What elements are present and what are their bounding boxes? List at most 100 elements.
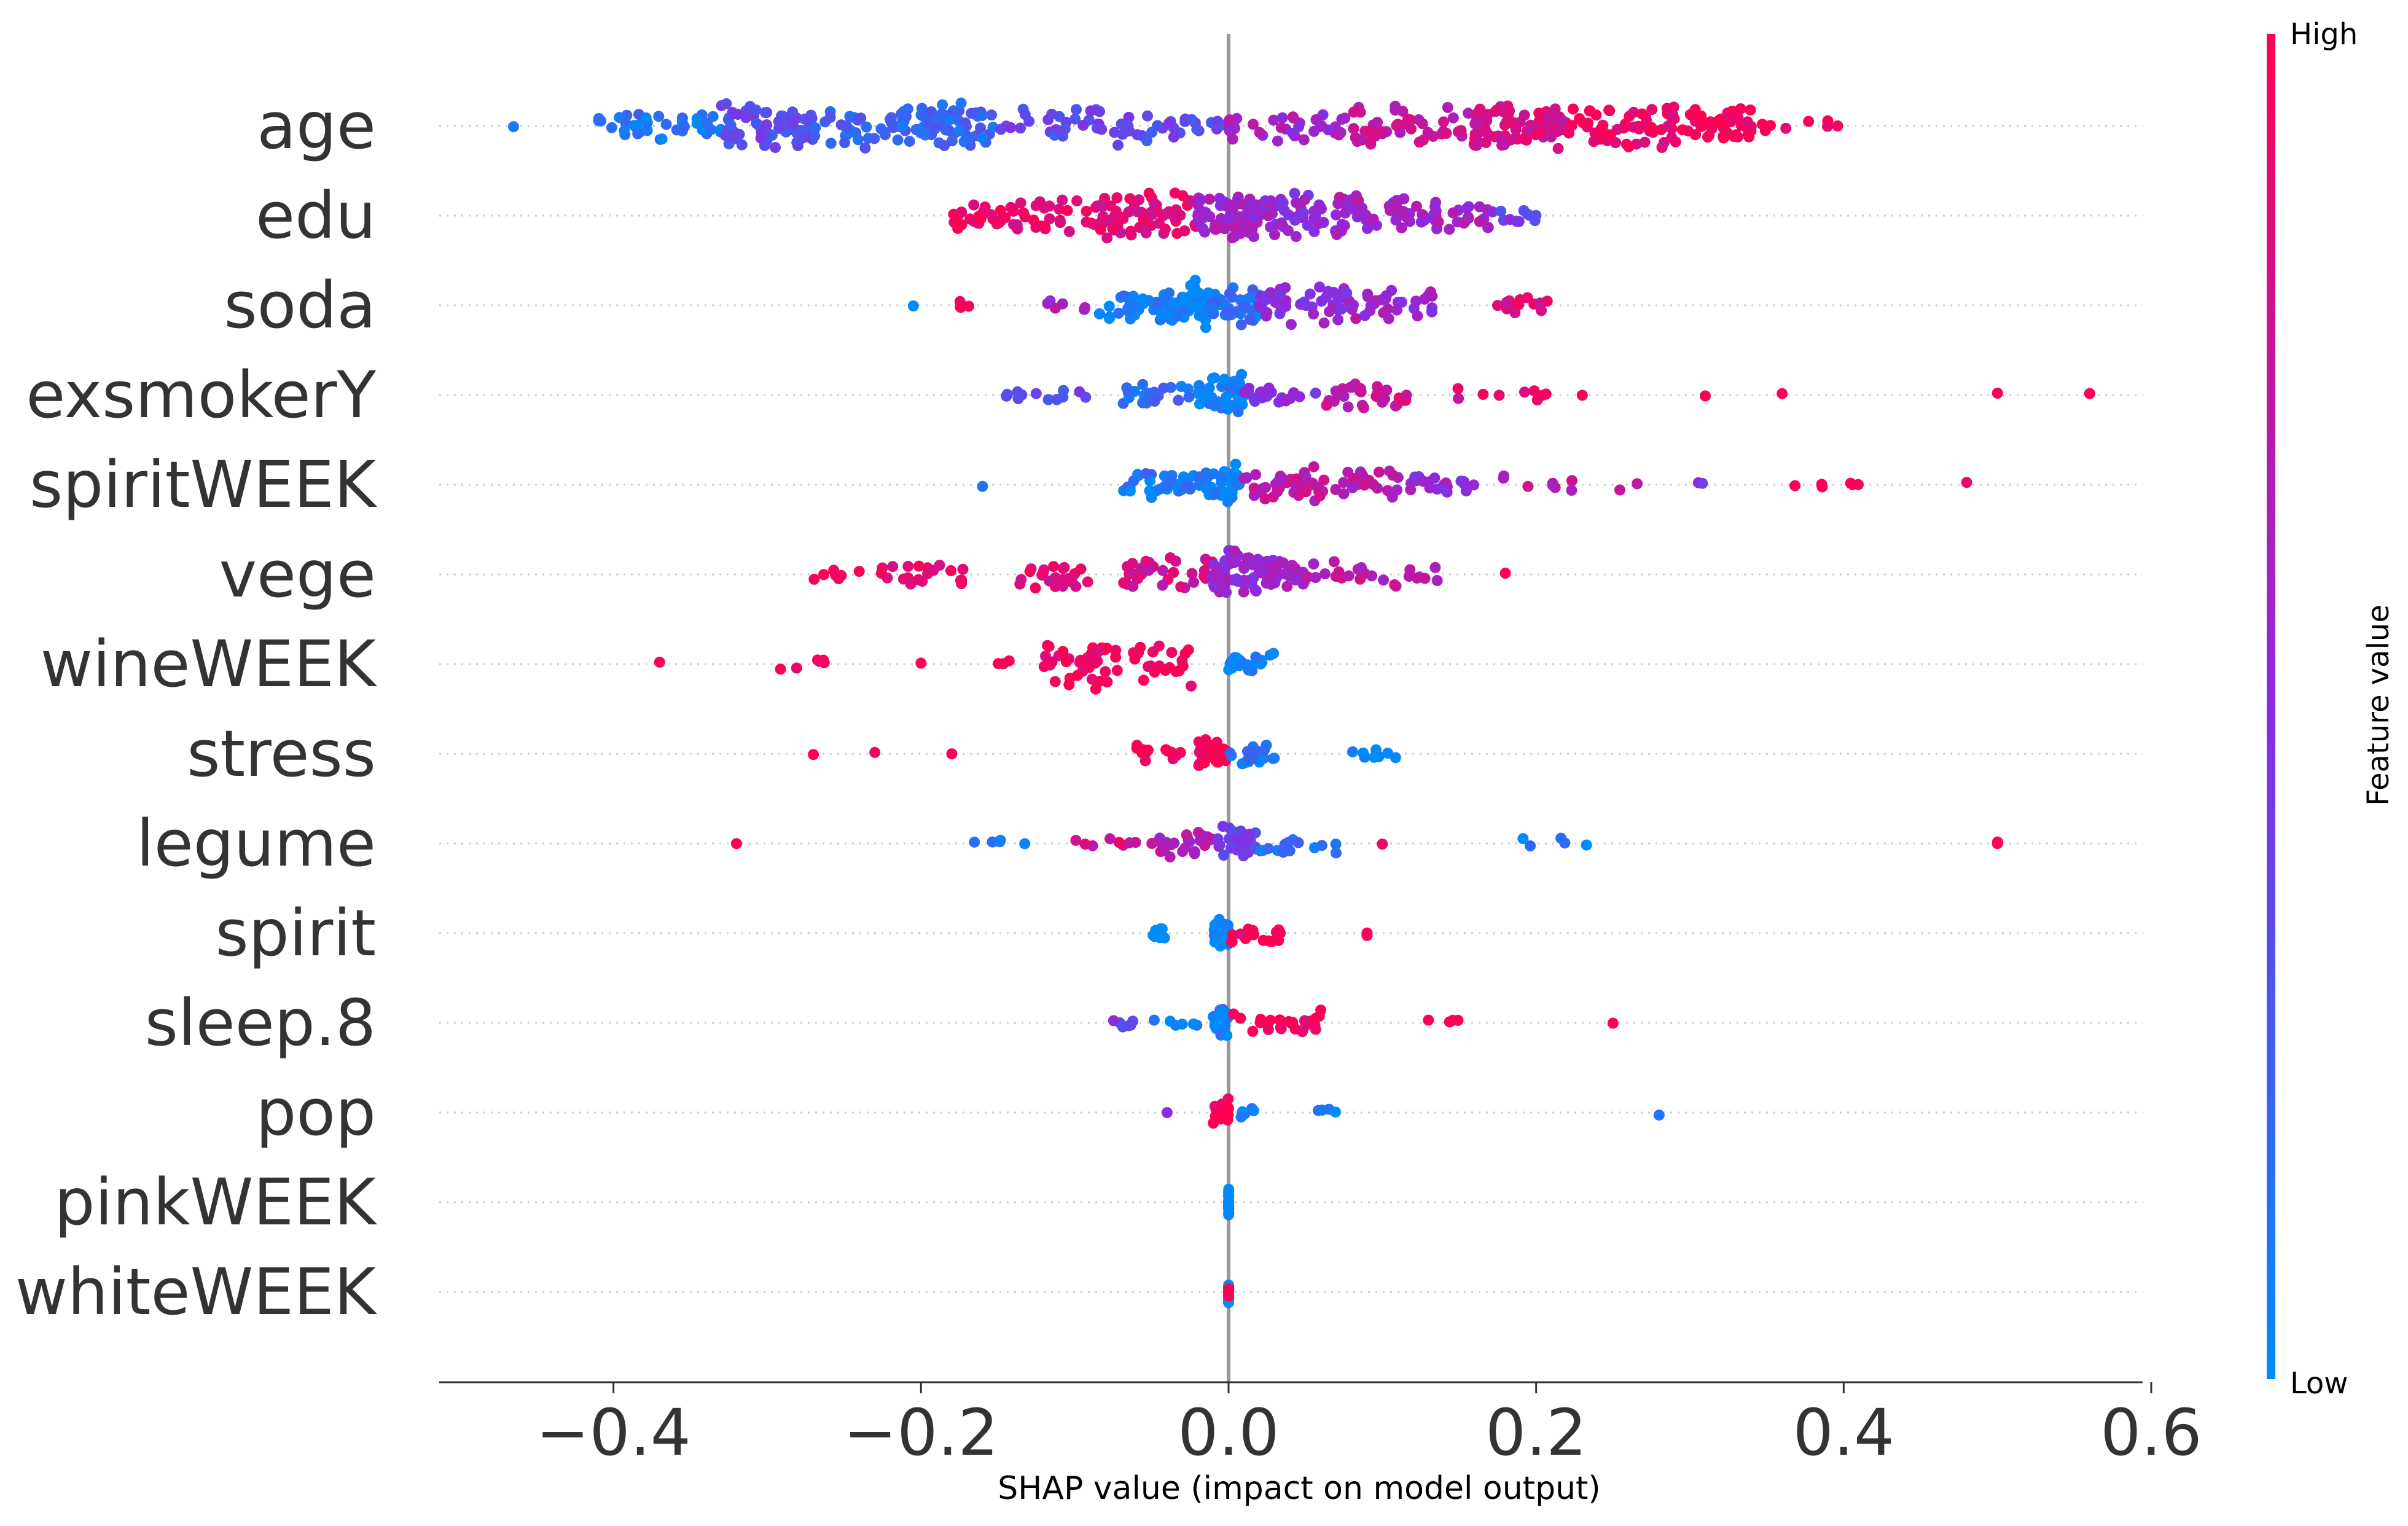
shap-point-spiritWEEK-4-34 [1300,486,1312,498]
shap-point-age-9-61 [1482,128,1493,139]
shap-point-vege-3-11 [1188,576,1200,588]
shap-point-age-8-44 [1440,128,1452,139]
feature-labels: age edu soda exsmokerY spiritWEEK vege wineWEE… [15,88,378,1329]
shap-point-edu-6-27 [1463,211,1474,223]
shap-point-spiritWEEK-5-19 [1439,483,1450,495]
shap-point-edu-3-41 [1211,222,1223,234]
shap-point-age-8-42 [1422,127,1434,138]
shap-point-age-5-11 [1071,104,1082,115]
shap-point-vege-1-1 [902,560,914,572]
shap-point-soda-6-41 [1275,283,1286,295]
shap-point-age-4-53 [931,113,942,125]
colorbar-high-label: High [2290,17,2358,52]
shap-point-exsmokerY-7-0 [1700,390,1711,402]
shap-point-age-12-7 [1822,120,1833,132]
shap-point-vege-0-3 [818,569,829,581]
shap-point-sleep.8-3-19 [1310,1023,1321,1035]
shap-point-vege-2-24 [1014,578,1026,590]
shap-point-legume-3-23 [1199,840,1211,851]
shap-point-spiritWEEK-4-29 [1314,490,1326,502]
shap-point-age-9-78 [1472,128,1484,139]
shap-point-edu-1-7 [1061,205,1073,216]
shap-point-sleep.8-2-26 [1209,1020,1221,1031]
colorbar: High Low Feature value [2267,17,2396,1401]
shap-point-spirit-2-14 [1226,936,1238,948]
shap-point-legume-2-5 [1113,837,1125,848]
colorbar-gradient [2267,34,2275,1379]
shap-point-legume-2-6 [1079,839,1091,850]
feature-label-vege: vege [219,537,376,612]
shap-point-edu-5-31 [1367,213,1379,225]
shap-point-stress-4-23 [1214,751,1226,763]
shap-point-soda-6-13 [1314,281,1326,293]
shap-point-wineWEEK-4-48 [1176,655,1188,667]
shap-point-exsmokerY-4-5 [1381,385,1393,396]
shap-point-stress-5-4 [1224,748,1236,759]
shap-point-vege-2-19 [1038,566,1049,578]
shap-point-age-7-19 [1298,134,1310,146]
shap-point-soda-7-23 [1365,300,1377,311]
shap-point-soda-7-8 [1348,299,1359,311]
shap-point-age-6-15 [1212,115,1223,127]
shap-point-vege-1-13 [922,568,934,579]
shap-point-stress-6-2 [1347,746,1358,757]
shap-point-sleep.8-2-29 [1216,1007,1228,1019]
shap-point-age-3-32 [852,114,864,126]
shap-point-whiteWEEK-1-4 [1223,1285,1235,1296]
shap-point-spiritWEEK-5-14 [1498,470,1510,482]
shap-point-age-4-52 [966,108,977,119]
shap-point-vege-0-2 [808,573,820,585]
shap-point-age-10-32 [1662,120,1674,132]
shap-point-legume-8-1 [1992,836,2003,848]
shap-point-edu-4-26 [1265,221,1276,233]
shap-point-sleep.8-5-0 [1607,1017,1619,1029]
shap-point-legume-7-4 [1559,837,1571,849]
shap-point-age-10-54 [1659,136,1670,148]
shap-point-age-5-35 [1124,125,1135,137]
shap-point-stress-4-27 [1194,746,1205,758]
shap-point-edu-2-37 [1147,209,1159,220]
shap-point-age-2-14 [750,104,762,116]
shap-point-vege-1-11 [875,568,887,579]
shap-point-age-3-38 [809,130,821,142]
shap-point-edu-7-5 [1518,205,1530,216]
feature-label-pinkWEEK: pinkWEEK [54,1165,377,1240]
shap-point-age-11-40 [1743,119,1754,131]
shap-point-spiritWEEK-4-19 [1330,483,1342,495]
shap-point-spiritWEEK-1-13 [1146,491,1157,503]
shap-point-legume-5-9 [1262,843,1274,855]
shap-point-age-2-39 [770,142,781,154]
shap-point-age-9-84 [1479,110,1491,122]
shap-point-spiritWEEK-1-29 [1124,485,1136,497]
shap-point-spiritWEEK-6-6 [1547,480,1558,491]
shap-point-exsmokerY-1-19 [1149,396,1160,407]
shap-point-vege-6-23 [1378,574,1390,586]
x-tick-label-0: −0.4 [536,1395,691,1470]
shap-point-soda-7-20 [1412,310,1423,322]
shap-point-age-5-36 [1054,125,1066,137]
shap-point-age-7-15 [1287,111,1299,123]
shap-point-vege-1-0 [887,561,899,573]
shap-point-spiritWEEK-6-7 [1614,484,1625,496]
shap-point-age-7-28 [1224,125,1235,136]
shap-point-sleep.8-3-24 [1247,1025,1259,1037]
shap-point-age-4-42 [953,125,965,137]
shap-point-exsmokerY-2-35 [1221,399,1232,410]
shap-point-age-11-43 [1745,104,1756,116]
shap-point-spirit-3-2 [1361,929,1373,940]
shap-point-exsmokerY-4-21 [1328,396,1340,407]
shap-point-stress-4-28 [1209,742,1221,754]
shap-point-soda-8-13 [1522,292,1533,303]
shap-point-age-3-39 [892,134,904,146]
shap-point-age-9-76 [1535,126,1547,138]
shap-point-soda-7-19 [1359,310,1370,321]
shap-point-edu-4-41 [1297,207,1309,219]
shap-point-exsmokerY-0-8 [1042,394,1054,405]
shap-point-stress-3-14 [1137,744,1149,756]
shap-point-exsmokerY-0-10 [1001,388,1013,400]
shap-point-legume-1-4 [995,834,1006,846]
shap-point-wineWEEK-4-37 [1040,651,1052,662]
shap-point-edu-5-14 [1331,209,1342,221]
shap-point-spiritWEEK-3-17 [1250,469,1261,480]
shap-point-legume-3-9 [1189,846,1200,858]
